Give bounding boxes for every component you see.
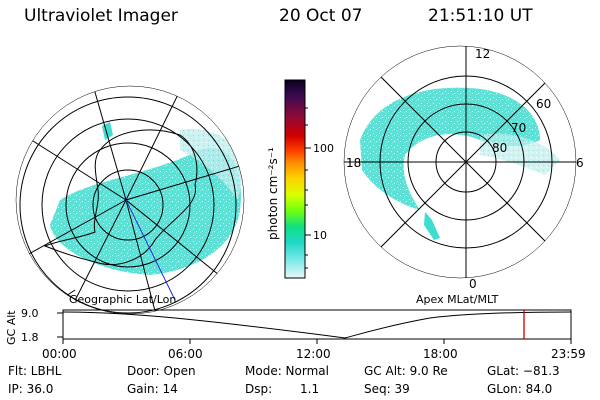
footer-glat: GLat: −81.3 <box>487 364 560 378</box>
aurora-spot-right <box>424 212 440 240</box>
footer-gain: Gain: 14 <box>127 382 178 396</box>
footer-seq: Seq: 39 <box>364 382 410 396</box>
alt-xtick-2359: 23:59 <box>551 347 586 361</box>
alt-ytick-1-8: 1.8 <box>21 331 39 344</box>
footer-filter: Flt: LBHL <box>8 364 62 378</box>
altitude-plot: 9.0 1.8 GC Alt 00:00 06:00 12:00 18:00 2… <box>5 307 586 361</box>
instrument-title: Ultraviolet Imager <box>24 6 178 26</box>
colorbar-tick-100: 100 <box>313 142 334 155</box>
right-panel-caption: Apex MLat/MLT <box>416 293 499 306</box>
alt-xtick-0000: 00:00 <box>42 347 77 361</box>
altitude-curve <box>62 311 572 339</box>
footer-door: Door: Open <box>127 364 196 378</box>
aurora-faint-right <box>480 133 560 175</box>
alt-xtick-1800: 18:00 <box>423 347 458 361</box>
left-panel-caption: Geographic Lat/Lon <box>69 293 176 306</box>
right-panel-boundary <box>343 45 577 279</box>
mlt-label-6: 6 <box>576 156 584 170</box>
mlat-label-70: 70 <box>511 121 526 135</box>
footer-mode: Mode: Normal <box>245 364 329 378</box>
left-panel-boundary <box>15 85 245 315</box>
alt-xtick-1200: 12:00 <box>296 347 331 361</box>
alt-xtick-0600: 06:00 <box>168 347 203 361</box>
apex-map: 12 18 6 0 60 70 80 <box>343 45 584 291</box>
footer-dsp-label: Dsp: <box>245 382 273 396</box>
footer-gc-alt: GC Alt: 9.0 Re <box>364 364 448 378</box>
mlt-label-0: 0 <box>469 277 477 291</box>
magnetic-meridian <box>125 199 176 301</box>
coastline-antarctica <box>43 129 198 266</box>
aurora-faint-left <box>180 129 244 200</box>
colorbar: 100 10 photon cm⁻²s⁻¹ <box>266 79 334 279</box>
date-label: 20 Oct 07 <box>279 6 363 26</box>
colorbar-unit-label: photon cm⁻²s⁻¹ <box>266 147 280 240</box>
mlt-label-12: 12 <box>475 47 490 61</box>
colorbar-tick-10: 10 <box>313 229 327 242</box>
mlt-label-18: 18 <box>346 156 361 170</box>
time-label: 21:51:10 UT <box>428 6 533 26</box>
footer-ip: IP: 36.0 <box>8 382 54 396</box>
mlat-label-60: 60 <box>536 97 551 111</box>
alt-ytick-9: 9.0 <box>21 307 39 320</box>
aurora-oval-right <box>360 87 540 210</box>
footer-glon: GLon: 84.0 <box>487 382 553 396</box>
footer-dsp-value: 1.1 <box>300 382 320 396</box>
mlat-label-80: 80 <box>492 141 507 155</box>
alt-ylabel: GC Alt <box>5 310 18 345</box>
geographic-map <box>15 85 245 315</box>
